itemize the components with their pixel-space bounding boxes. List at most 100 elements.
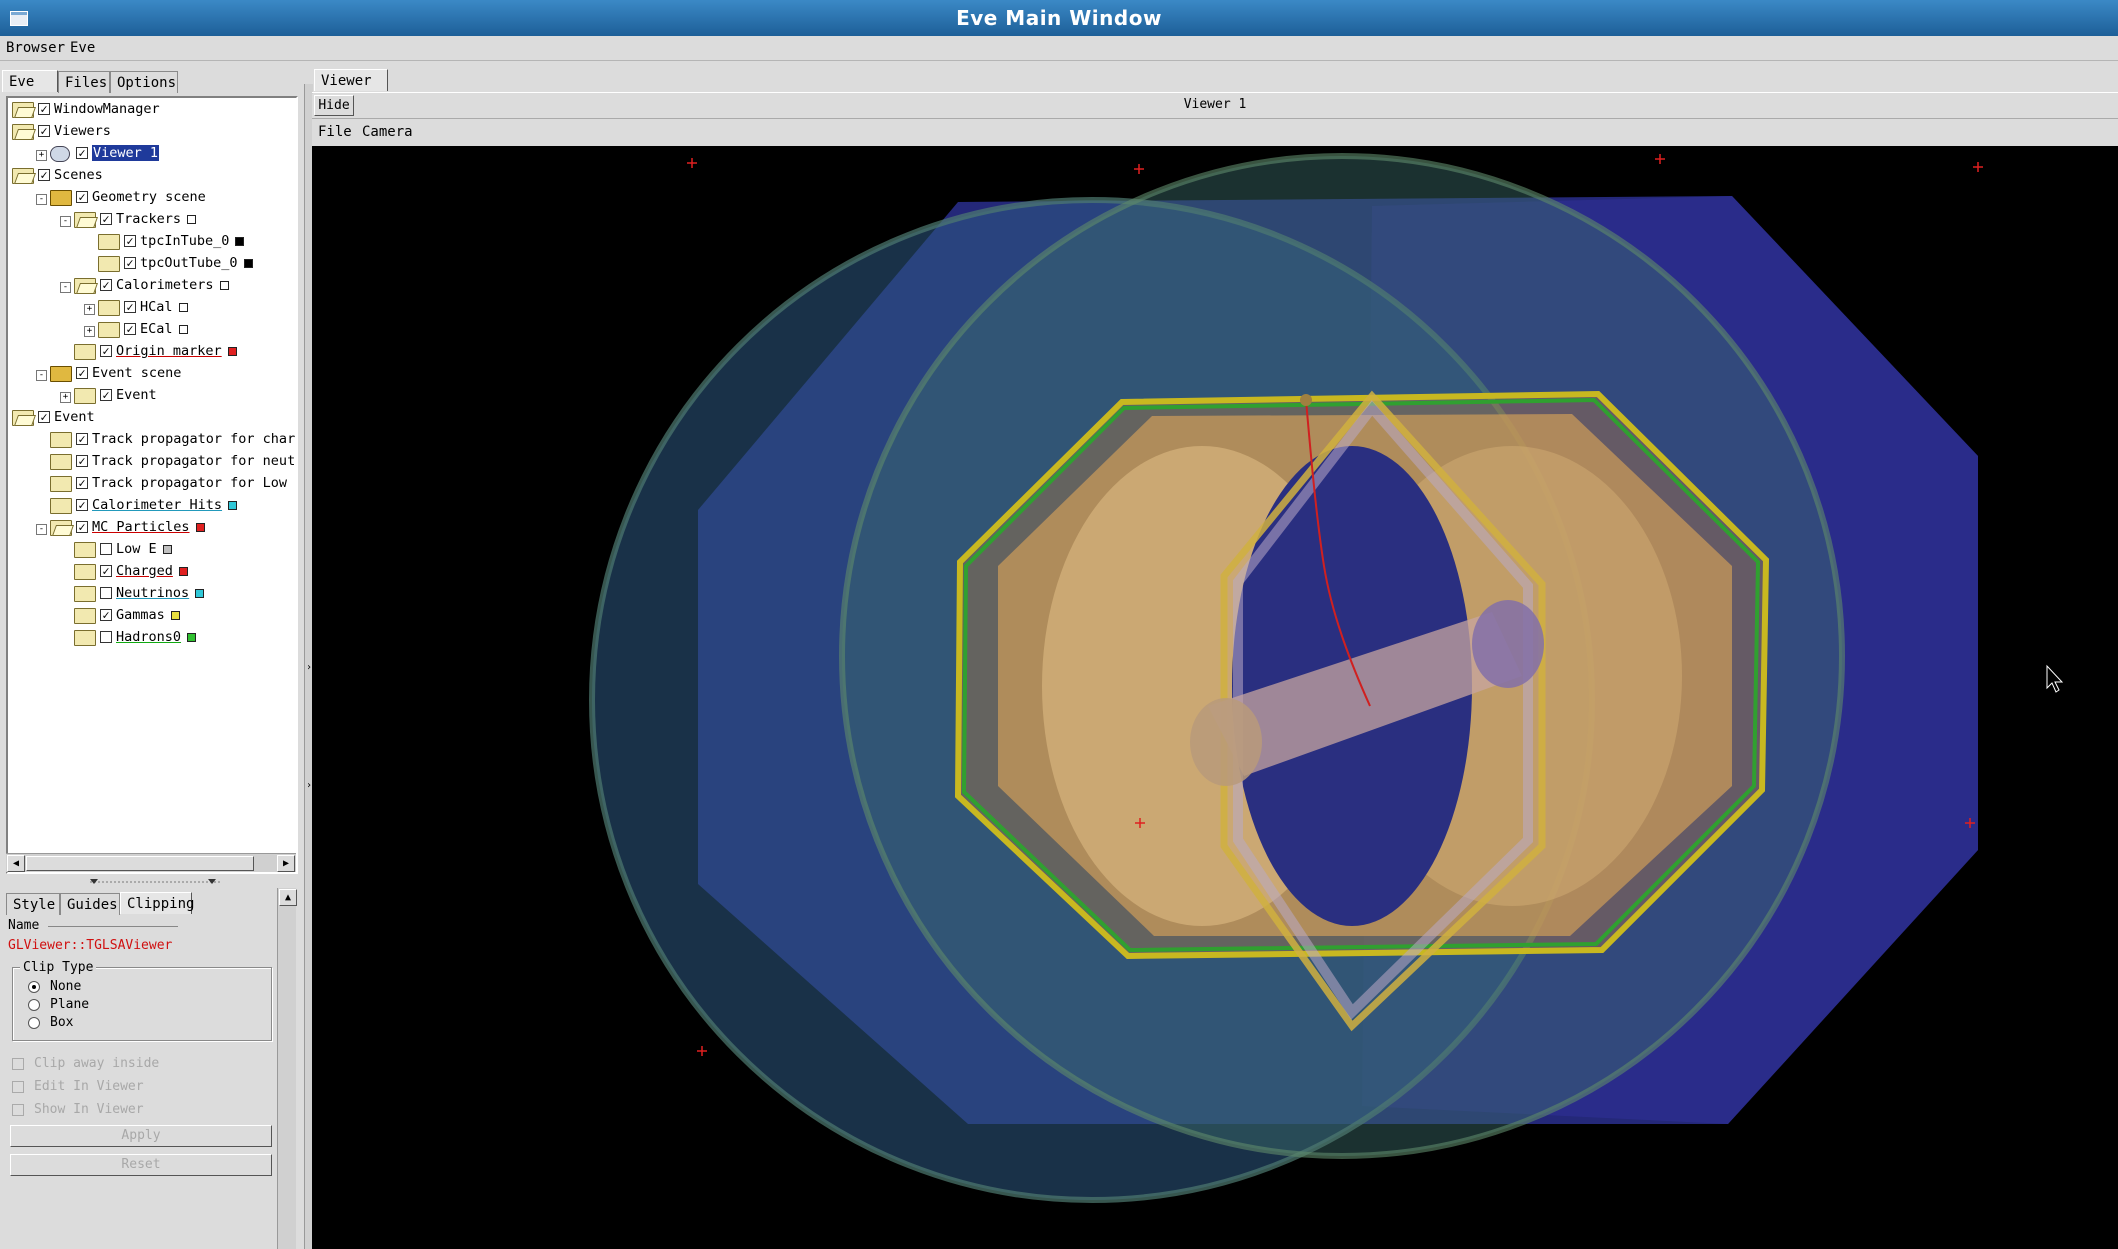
tree-item[interactable]: ✓ Event bbox=[8, 408, 296, 430]
expand-icon[interactable]: + bbox=[84, 326, 95, 337]
viewer-menu-file[interactable]: File bbox=[318, 124, 352, 140]
color-swatch[interactable] bbox=[220, 281, 229, 290]
visibility-checkbox[interactable]: ✓ bbox=[76, 191, 88, 203]
tree-item[interactable]: ✓ Viewers bbox=[8, 122, 296, 144]
tab-style[interactable]: Style bbox=[6, 893, 60, 915]
visibility-checkbox[interactable]: ✓ bbox=[100, 345, 112, 357]
color-swatch[interactable] bbox=[196, 523, 205, 532]
tree-item[interactable]: ✓ Scenes bbox=[8, 166, 296, 188]
color-swatch[interactable] bbox=[179, 303, 188, 312]
visibility-checkbox[interactable]: ✓ bbox=[100, 213, 112, 225]
visibility-checkbox[interactable]: ✓ bbox=[38, 103, 50, 115]
color-swatch[interactable] bbox=[244, 259, 253, 268]
window-menu-icon[interactable] bbox=[10, 11, 28, 26]
visibility-checkbox[interactable]: ✓ bbox=[100, 609, 112, 621]
visibility-checkbox[interactable]: ✓ bbox=[38, 169, 50, 181]
visibility-checkbox[interactable]: ✓ bbox=[76, 367, 88, 379]
tree-item[interactable]: - ✓ Event scene bbox=[8, 364, 296, 386]
tab-files[interactable]: Files bbox=[58, 71, 110, 93]
scroll-left-icon[interactable]: ◀ bbox=[7, 855, 25, 872]
tab-options[interactable]: Options bbox=[110, 71, 178, 93]
visibility-checkbox[interactable] bbox=[100, 587, 112, 599]
tree-item[interactable]: + ✓ ECal bbox=[8, 320, 296, 342]
visibility-checkbox[interactable]: ✓ bbox=[124, 323, 136, 335]
color-swatch[interactable] bbox=[171, 611, 180, 620]
tab-viewer-1[interactable]: Viewer 1 bbox=[314, 69, 388, 111]
expand-icon[interactable]: + bbox=[84, 304, 95, 315]
tree-item[interactable]: ✓ tpcInTube_0 bbox=[8, 232, 296, 254]
scroll-right-icon[interactable]: ▶ bbox=[277, 855, 295, 872]
collapse-arrow-icon[interactable]: › bbox=[306, 662, 313, 673]
tree-item[interactable]: + ✓ Viewer 1 bbox=[8, 144, 296, 166]
tree-item[interactable]: - ✓ Trackers bbox=[8, 210, 296, 232]
visibility-checkbox[interactable]: ✓ bbox=[100, 279, 112, 291]
tree-item[interactable]: - ✓ Calorimeters bbox=[8, 276, 296, 298]
color-swatch[interactable] bbox=[195, 589, 204, 598]
color-swatch[interactable] bbox=[179, 567, 188, 576]
editor-vertical-scrollbar[interactable]: ▲ bbox=[277, 888, 297, 1249]
visibility-checkbox[interactable]: ✓ bbox=[76, 433, 88, 445]
tree-item[interactable]: Neutrinos bbox=[8, 584, 296, 606]
collapse-icon[interactable]: - bbox=[60, 282, 71, 293]
viewer-menu-camera[interactable]: Camera bbox=[362, 124, 413, 140]
tree-item[interactable]: ✓ WindowManager bbox=[8, 100, 296, 122]
clip-away-inside-checkbox[interactable] bbox=[12, 1058, 24, 1070]
collapse-icon[interactable]: - bbox=[36, 370, 47, 381]
tree-horizontal-scrollbar[interactable]: ◀ ▶ bbox=[6, 853, 296, 872]
tree-item[interactable]: ✓ Calorimeter Hits bbox=[8, 496, 296, 518]
visibility-checkbox[interactable] bbox=[100, 631, 112, 643]
menu-eve[interactable]: Eve bbox=[70, 40, 96, 56]
reset-button[interactable]: Reset bbox=[10, 1154, 272, 1176]
menu-browser[interactable]: Browser bbox=[6, 40, 66, 56]
vertical-splitter[interactable]: › › bbox=[304, 84, 313, 1249]
visibility-checkbox[interactable]: ✓ bbox=[38, 411, 50, 423]
visibility-checkbox[interactable]: ✓ bbox=[100, 389, 112, 401]
visibility-checkbox[interactable]: ✓ bbox=[124, 257, 136, 269]
visibility-checkbox[interactable]: ✓ bbox=[76, 455, 88, 467]
tree-item[interactable]: Low E bbox=[8, 540, 296, 562]
tree-item[interactable]: + ✓ Event bbox=[8, 386, 296, 408]
color-swatch[interactable] bbox=[235, 237, 244, 246]
tree-item[interactable]: Hadrons0 bbox=[8, 628, 296, 650]
clip-plane-radio[interactable] bbox=[28, 999, 40, 1011]
apply-button[interactable]: Apply bbox=[10, 1125, 272, 1147]
tree-item[interactable]: ✓ Track propagator for Low E part bbox=[8, 474, 296, 496]
tree-item[interactable]: ✓ tpcOutTube_0 bbox=[8, 254, 296, 276]
visibility-checkbox[interactable]: ✓ bbox=[100, 565, 112, 577]
tab-eve[interactable]: Eve bbox=[2, 70, 58, 92]
collapse-arrow-icon[interactable]: › bbox=[306, 780, 313, 791]
horizontal-splitter[interactable] bbox=[90, 876, 220, 886]
visibility-checkbox[interactable] bbox=[100, 543, 112, 555]
visibility-checkbox[interactable]: ✓ bbox=[124, 235, 136, 247]
collapse-icon[interactable]: - bbox=[36, 194, 47, 205]
collapse-icon[interactable]: - bbox=[36, 524, 47, 535]
tree-item[interactable]: + ✓ HCal bbox=[8, 298, 296, 320]
visibility-checkbox[interactable]: ✓ bbox=[76, 521, 88, 533]
tree-item[interactable]: ✓ Gammas bbox=[8, 606, 296, 628]
tree-item[interactable]: - ✓ Geometry scene bbox=[8, 188, 296, 210]
tree-item[interactable]: ✓ Track propagator for charged pa bbox=[8, 430, 296, 452]
hide-button[interactable]: Hide bbox=[314, 95, 354, 116]
visibility-checkbox[interactable]: ✓ bbox=[38, 125, 50, 137]
expand-icon[interactable]: + bbox=[60, 392, 71, 403]
clip-box-radio[interactable] bbox=[28, 1017, 40, 1029]
edit-in-viewer-checkbox[interactable] bbox=[12, 1081, 24, 1093]
tab-clipping[interactable]: Clipping bbox=[120, 892, 194, 914]
tree-item[interactable]: ✓ Charged bbox=[8, 562, 296, 584]
visibility-checkbox[interactable]: ✓ bbox=[124, 301, 136, 313]
tree-item[interactable]: ✓ Origin marker bbox=[8, 342, 296, 364]
clip-none-radio[interactable] bbox=[28, 981, 40, 993]
color-swatch[interactable] bbox=[179, 325, 188, 334]
color-swatch[interactable] bbox=[228, 501, 237, 510]
gl-viewer-canvas[interactable] bbox=[312, 146, 2118, 1249]
color-swatch[interactable] bbox=[228, 347, 237, 356]
tree-item[interactable]: - ✓ MC Particles bbox=[8, 518, 296, 540]
visibility-checkbox[interactable]: ✓ bbox=[76, 477, 88, 489]
visibility-checkbox[interactable]: ✓ bbox=[76, 147, 88, 159]
show-in-viewer-checkbox[interactable] bbox=[12, 1104, 24, 1116]
color-swatch[interactable] bbox=[187, 215, 196, 224]
scroll-up-icon[interactable]: ▲ bbox=[279, 889, 297, 906]
collapse-icon[interactable]: - bbox=[60, 216, 71, 227]
tab-guides[interactable]: Guides bbox=[60, 893, 120, 915]
scrollbar-thumb[interactable] bbox=[26, 856, 254, 871]
